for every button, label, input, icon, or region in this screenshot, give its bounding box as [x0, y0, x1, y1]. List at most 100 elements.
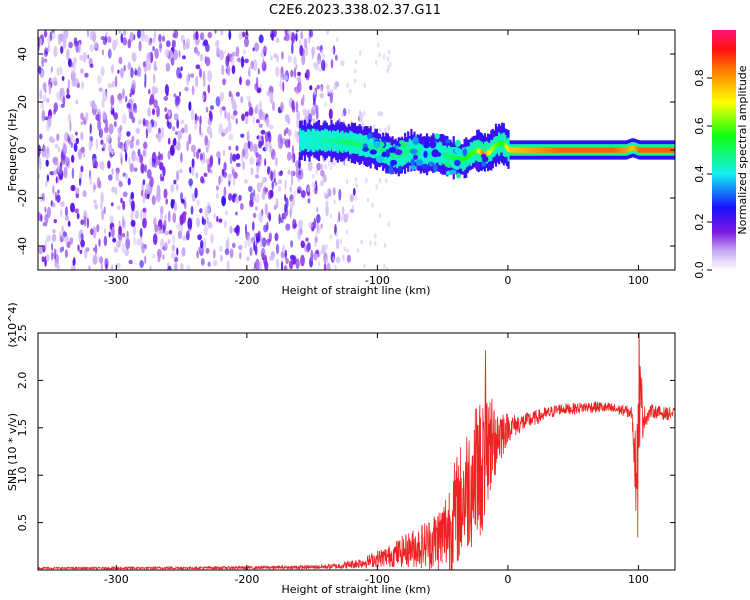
signal-core — [615, 147, 618, 153]
noise-speckle — [46, 121, 51, 132]
faint-speckle — [325, 244, 328, 250]
noise-speckle — [219, 106, 222, 117]
noise-speckle — [159, 173, 163, 182]
signal-core — [570, 147, 573, 153]
noise-speckle — [102, 110, 107, 121]
noise-speckle — [254, 244, 258, 256]
noise-speckle — [266, 116, 270, 128]
signal-core — [667, 147, 670, 153]
noise-speckle — [261, 177, 265, 184]
noise-speckle — [159, 40, 162, 53]
signal-core — [375, 146, 378, 153]
signal-core — [330, 138, 333, 144]
colorbar-tick-label: 0.4 — [693, 165, 706, 183]
colorbar-label: Normalized spectral amplitude — [736, 65, 749, 234]
noise-speckle — [287, 151, 292, 161]
noise-speckle — [328, 108, 333, 120]
noise-speckle — [39, 38, 42, 48]
noise-speckle — [305, 69, 310, 79]
noise-speckle — [197, 234, 203, 241]
signal-core — [513, 147, 516, 153]
noise-speckle — [240, 56, 245, 68]
noise-speckle — [45, 159, 49, 167]
noise-speckle — [207, 163, 211, 173]
signal-core — [518, 147, 521, 153]
signal-blob — [480, 153, 487, 159]
spectrogram-marks — [38, 30, 675, 270]
noise-speckle — [105, 31, 108, 37]
signal-core — [391, 152, 394, 158]
noise-speckle — [98, 238, 101, 247]
noise-speckle — [274, 181, 278, 187]
noise-speckle — [330, 59, 334, 69]
signal-core — [476, 147, 479, 153]
noise-speckle — [280, 102, 285, 112]
noise-speckle — [115, 170, 119, 182]
signal-blob — [444, 139, 451, 144]
noise-speckle — [278, 138, 281, 149]
noise-speckle — [323, 262, 327, 270]
signal-core — [319, 137, 322, 144]
noise-speckle — [80, 233, 84, 241]
noise-speckle — [296, 186, 302, 194]
noise-speckle — [302, 108, 308, 117]
noise-speckle — [131, 200, 135, 212]
noise-speckle — [287, 55, 292, 63]
noise-speckle — [285, 223, 291, 231]
noise-speckle — [156, 105, 160, 118]
noise-speckle — [288, 260, 294, 270]
noise-speckle — [129, 31, 134, 43]
signal-core — [429, 151, 432, 157]
noise-speckle — [219, 246, 223, 252]
noise-speckle — [307, 185, 310, 193]
noise-speckle — [156, 248, 162, 259]
noise-speckle — [315, 108, 319, 120]
noise-speckle — [103, 235, 108, 247]
noise-speckle — [253, 241, 256, 252]
noise-speckle — [53, 46, 58, 58]
noise-speckle — [59, 235, 63, 243]
noise-speckle — [152, 45, 155, 52]
signal-core — [371, 145, 374, 151]
signal-core — [559, 147, 562, 153]
noise-speckle — [152, 108, 155, 116]
noise-speckle — [46, 206, 52, 218]
signal-core — [342, 139, 346, 145]
noise-speckle — [205, 158, 208, 164]
faint-speckle — [363, 263, 366, 269]
noise-speckle — [67, 113, 72, 123]
noise-speckle — [143, 141, 148, 150]
faint-speckle — [384, 178, 388, 184]
noise-speckle — [320, 223, 323, 229]
noise-speckle — [225, 55, 230, 68]
noise-speckle — [284, 194, 287, 202]
noise-speckle — [248, 100, 251, 108]
signal-core — [590, 147, 593, 153]
noise-speckle — [184, 123, 188, 134]
noise-speckle — [178, 91, 182, 97]
noise-speckle — [127, 177, 131, 186]
noise-speckle — [353, 187, 356, 196]
signal-core — [519, 147, 523, 153]
signal-core — [449, 154, 452, 160]
signal-core — [601, 147, 604, 153]
noise-speckle — [56, 66, 60, 77]
noise-speckle — [235, 145, 239, 152]
noise-speckle — [130, 209, 134, 222]
noise-speckle — [90, 228, 94, 236]
faint-speckle — [384, 127, 387, 133]
noise-speckle — [71, 154, 75, 163]
noise-speckle — [248, 106, 254, 117]
noise-speckle — [214, 30, 217, 34]
noise-speckle — [329, 92, 333, 104]
noise-speckle — [98, 180, 102, 189]
noise-speckle — [145, 128, 148, 139]
noise-speckle — [181, 247, 186, 257]
noise-speckle — [38, 156, 42, 165]
signal-core — [557, 147, 560, 153]
noise-speckle — [167, 265, 172, 270]
noise-speckle — [291, 100, 295, 111]
signal-core — [310, 137, 313, 144]
noise-speckle — [107, 160, 111, 169]
noise-speckle — [280, 73, 284, 81]
